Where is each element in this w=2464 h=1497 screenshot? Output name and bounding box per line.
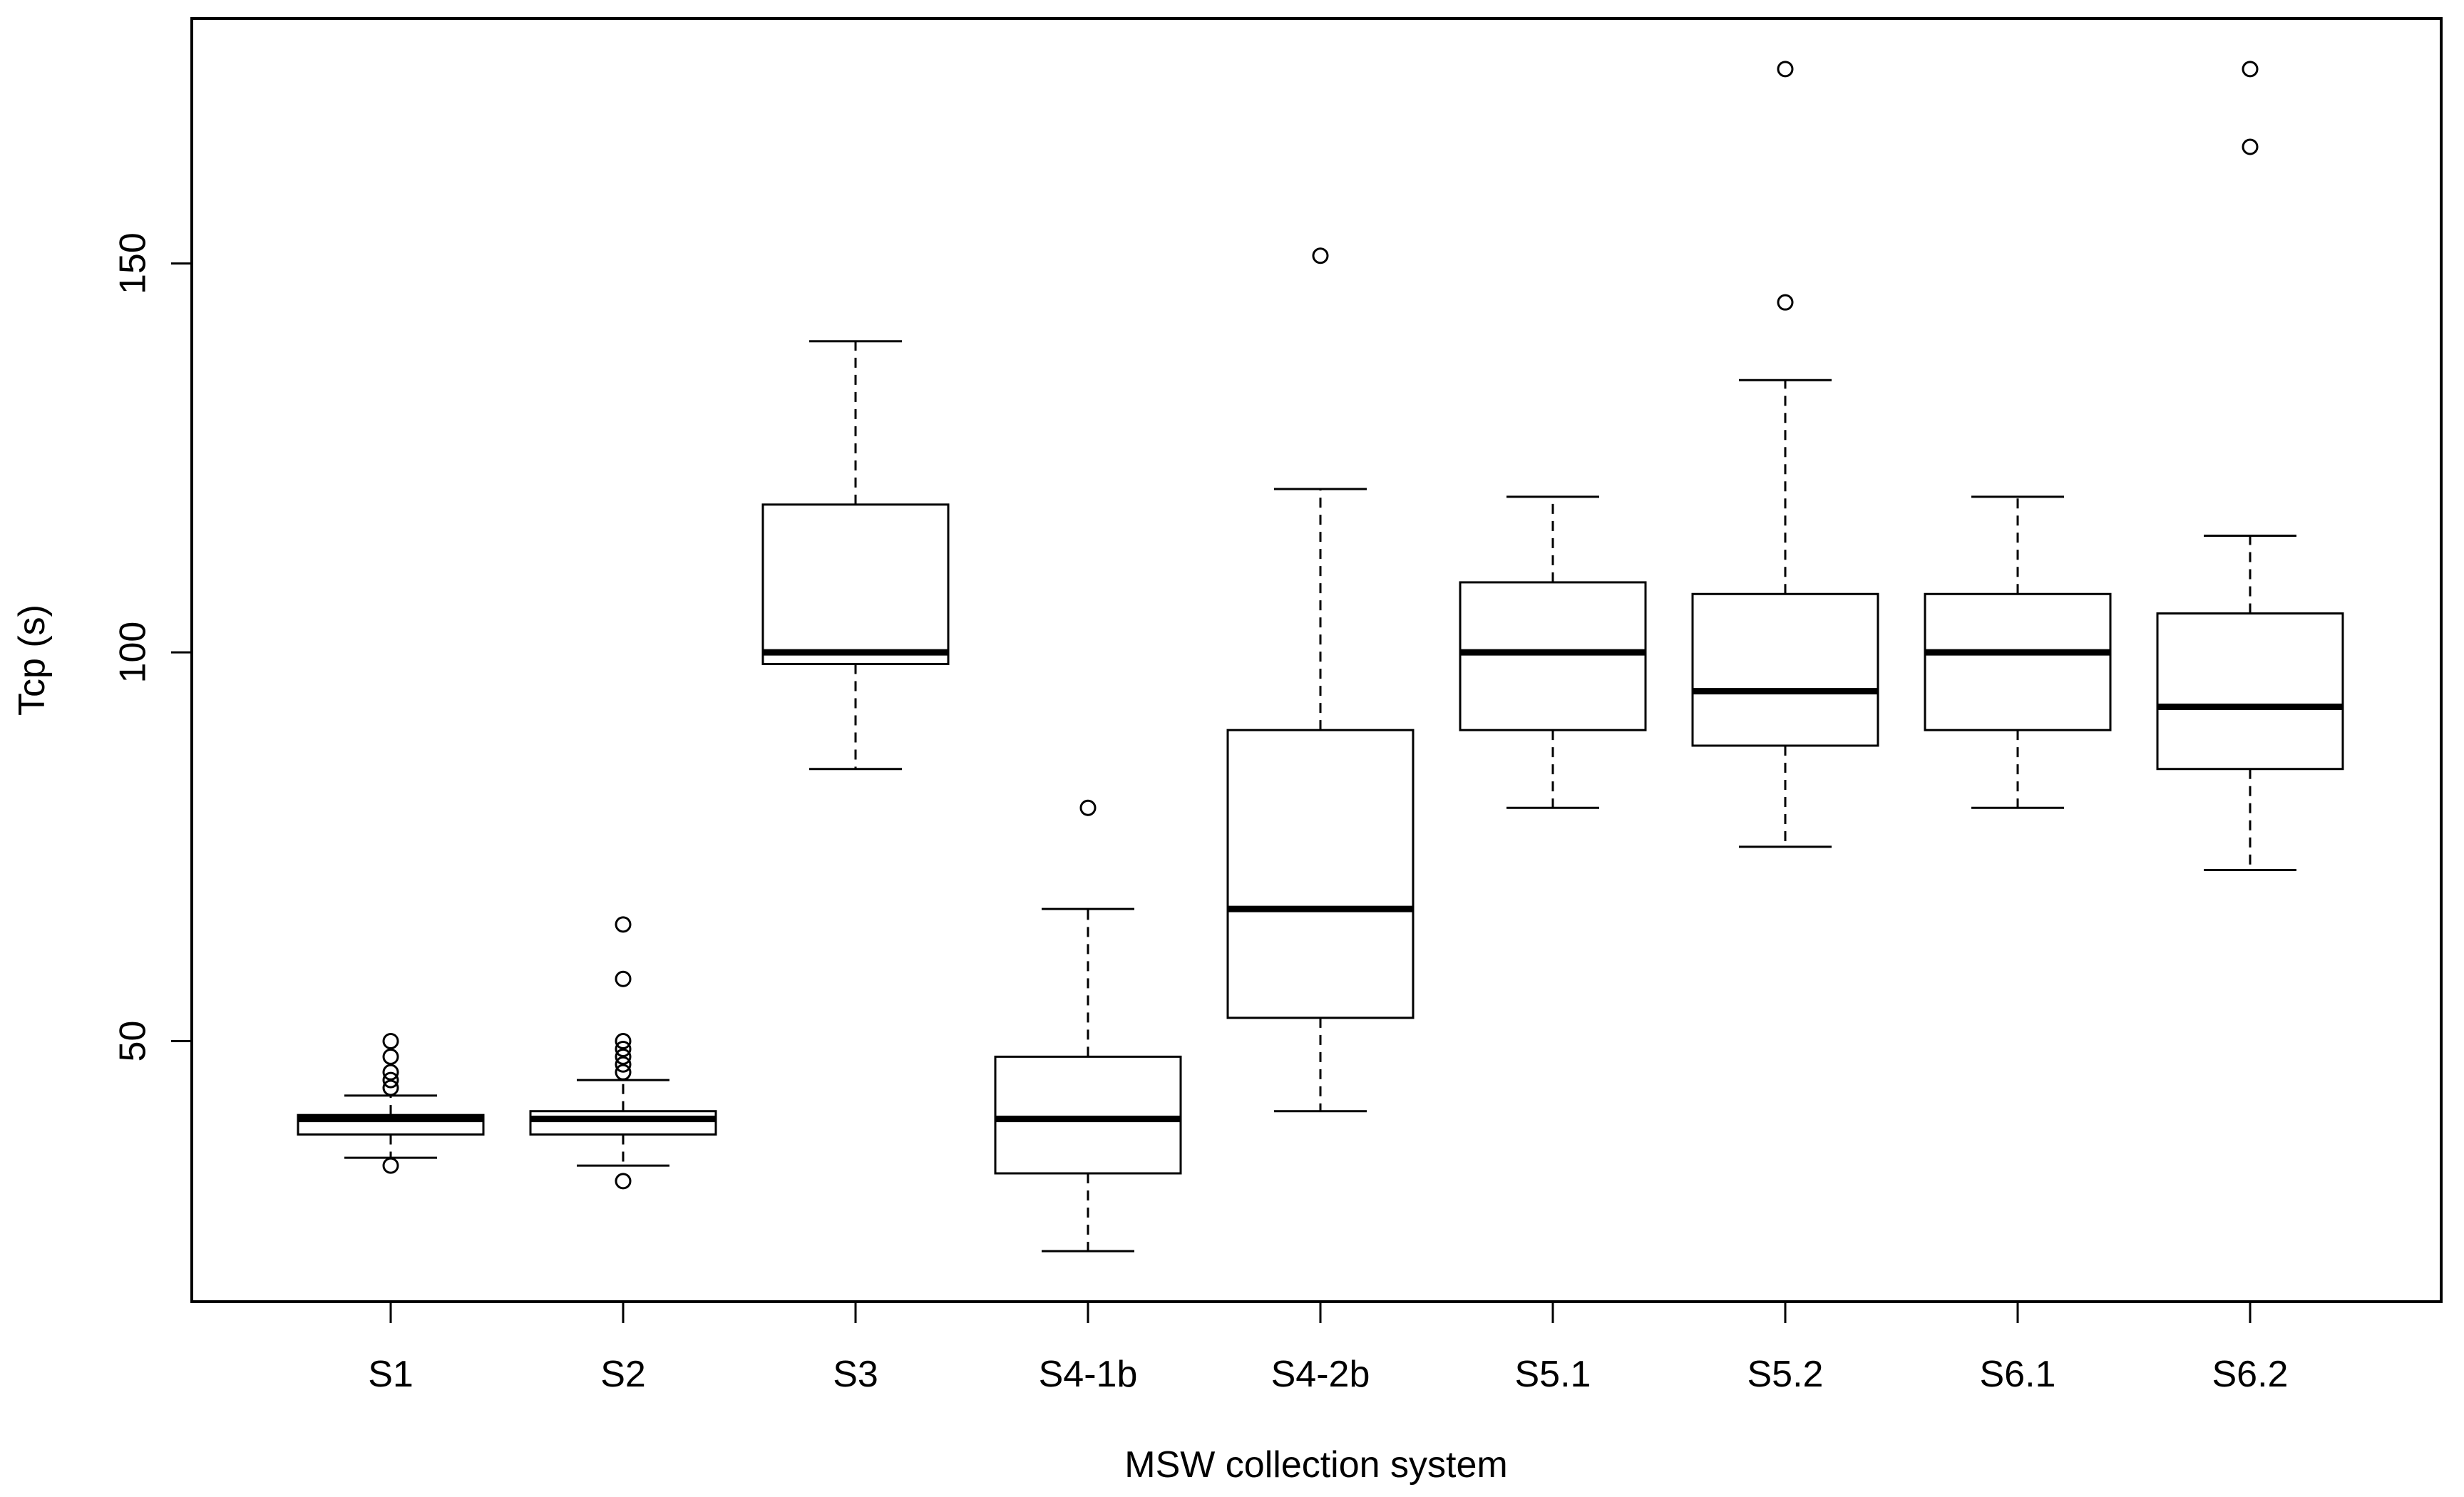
y-tick-label: 150 <box>113 232 154 294</box>
box-iqr <box>2156 612 2344 771</box>
y-axis-label: Tcp (s) <box>11 605 53 716</box>
outlier-point <box>1777 294 1794 311</box>
box-iqr <box>1459 581 1647 731</box>
outlier-point <box>1079 799 1097 816</box>
outlier-point <box>615 1056 632 1073</box>
box-s4-1b <box>994 799 1182 1252</box>
box-s1 <box>297 1033 485 1174</box>
x-tick-label: S5.1 <box>1515 1354 1591 1395</box>
x-tick-label: S3 <box>833 1354 878 1395</box>
x-axis-label: MSW collection system <box>1124 1444 1507 1486</box>
box-iqr <box>994 1055 1182 1175</box>
outlier-point <box>382 1048 399 1065</box>
x-axis: S1 S2 S3 S4-1b S4-2b S5.1 S5.2 S6.1 S6.2 <box>368 1300 2289 1395</box>
outlier-point <box>2242 61 2259 78</box>
outlier-point <box>615 1040 632 1057</box>
box-s6-2 <box>2156 61 2344 872</box>
y-tick-label: 100 <box>113 622 154 684</box>
outlier-point <box>615 1033 632 1050</box>
outlier-point <box>615 1048 632 1065</box>
x-tick-label: S5.2 <box>1747 1354 1824 1395</box>
x-tick-label: S6.2 <box>2212 1354 2289 1395</box>
outlier-point <box>382 1064 399 1081</box>
outlier-point <box>615 1064 632 1081</box>
x-tick-label: S4-2b <box>1271 1354 1370 1395</box>
outlier-point <box>382 1033 399 1050</box>
outlier-point <box>615 916 632 933</box>
box-iqr <box>1691 592 1879 747</box>
box-s6-1 <box>1924 495 2112 809</box>
outlier-point <box>615 970 632 987</box>
outlier-point <box>382 1071 399 1089</box>
x-tick-label: S6.1 <box>1980 1354 2056 1395</box>
outlier-point <box>615 1173 632 1190</box>
box-iqr <box>529 1110 717 1136</box>
outlier-point <box>382 1079 399 1096</box>
box-iqr <box>761 503 950 665</box>
x-tick-label: S4-1b <box>1039 1354 1138 1395</box>
x-tick-label: S1 <box>368 1354 414 1395</box>
outlier-point <box>1312 247 1329 264</box>
x-tick-label: S2 <box>600 1354 646 1395</box>
y-axis: 50 100 150 <box>113 232 193 1062</box>
outlier-point <box>1777 61 1794 78</box>
box-s2 <box>529 916 717 1190</box>
outlier-point <box>2242 138 2259 155</box>
box-iqr <box>1924 592 2112 731</box>
box-s4-2b <box>1226 247 1415 1113</box>
box-iqr <box>1226 729 1415 1019</box>
box-s5-1 <box>1459 495 1647 809</box>
boxes-group <box>297 61 2344 1252</box>
y-tick-label: 50 <box>113 1021 154 1062</box>
box-s3 <box>761 340 950 771</box>
box-s5-2 <box>1691 61 1879 848</box>
outlier-point <box>382 1157 399 1174</box>
